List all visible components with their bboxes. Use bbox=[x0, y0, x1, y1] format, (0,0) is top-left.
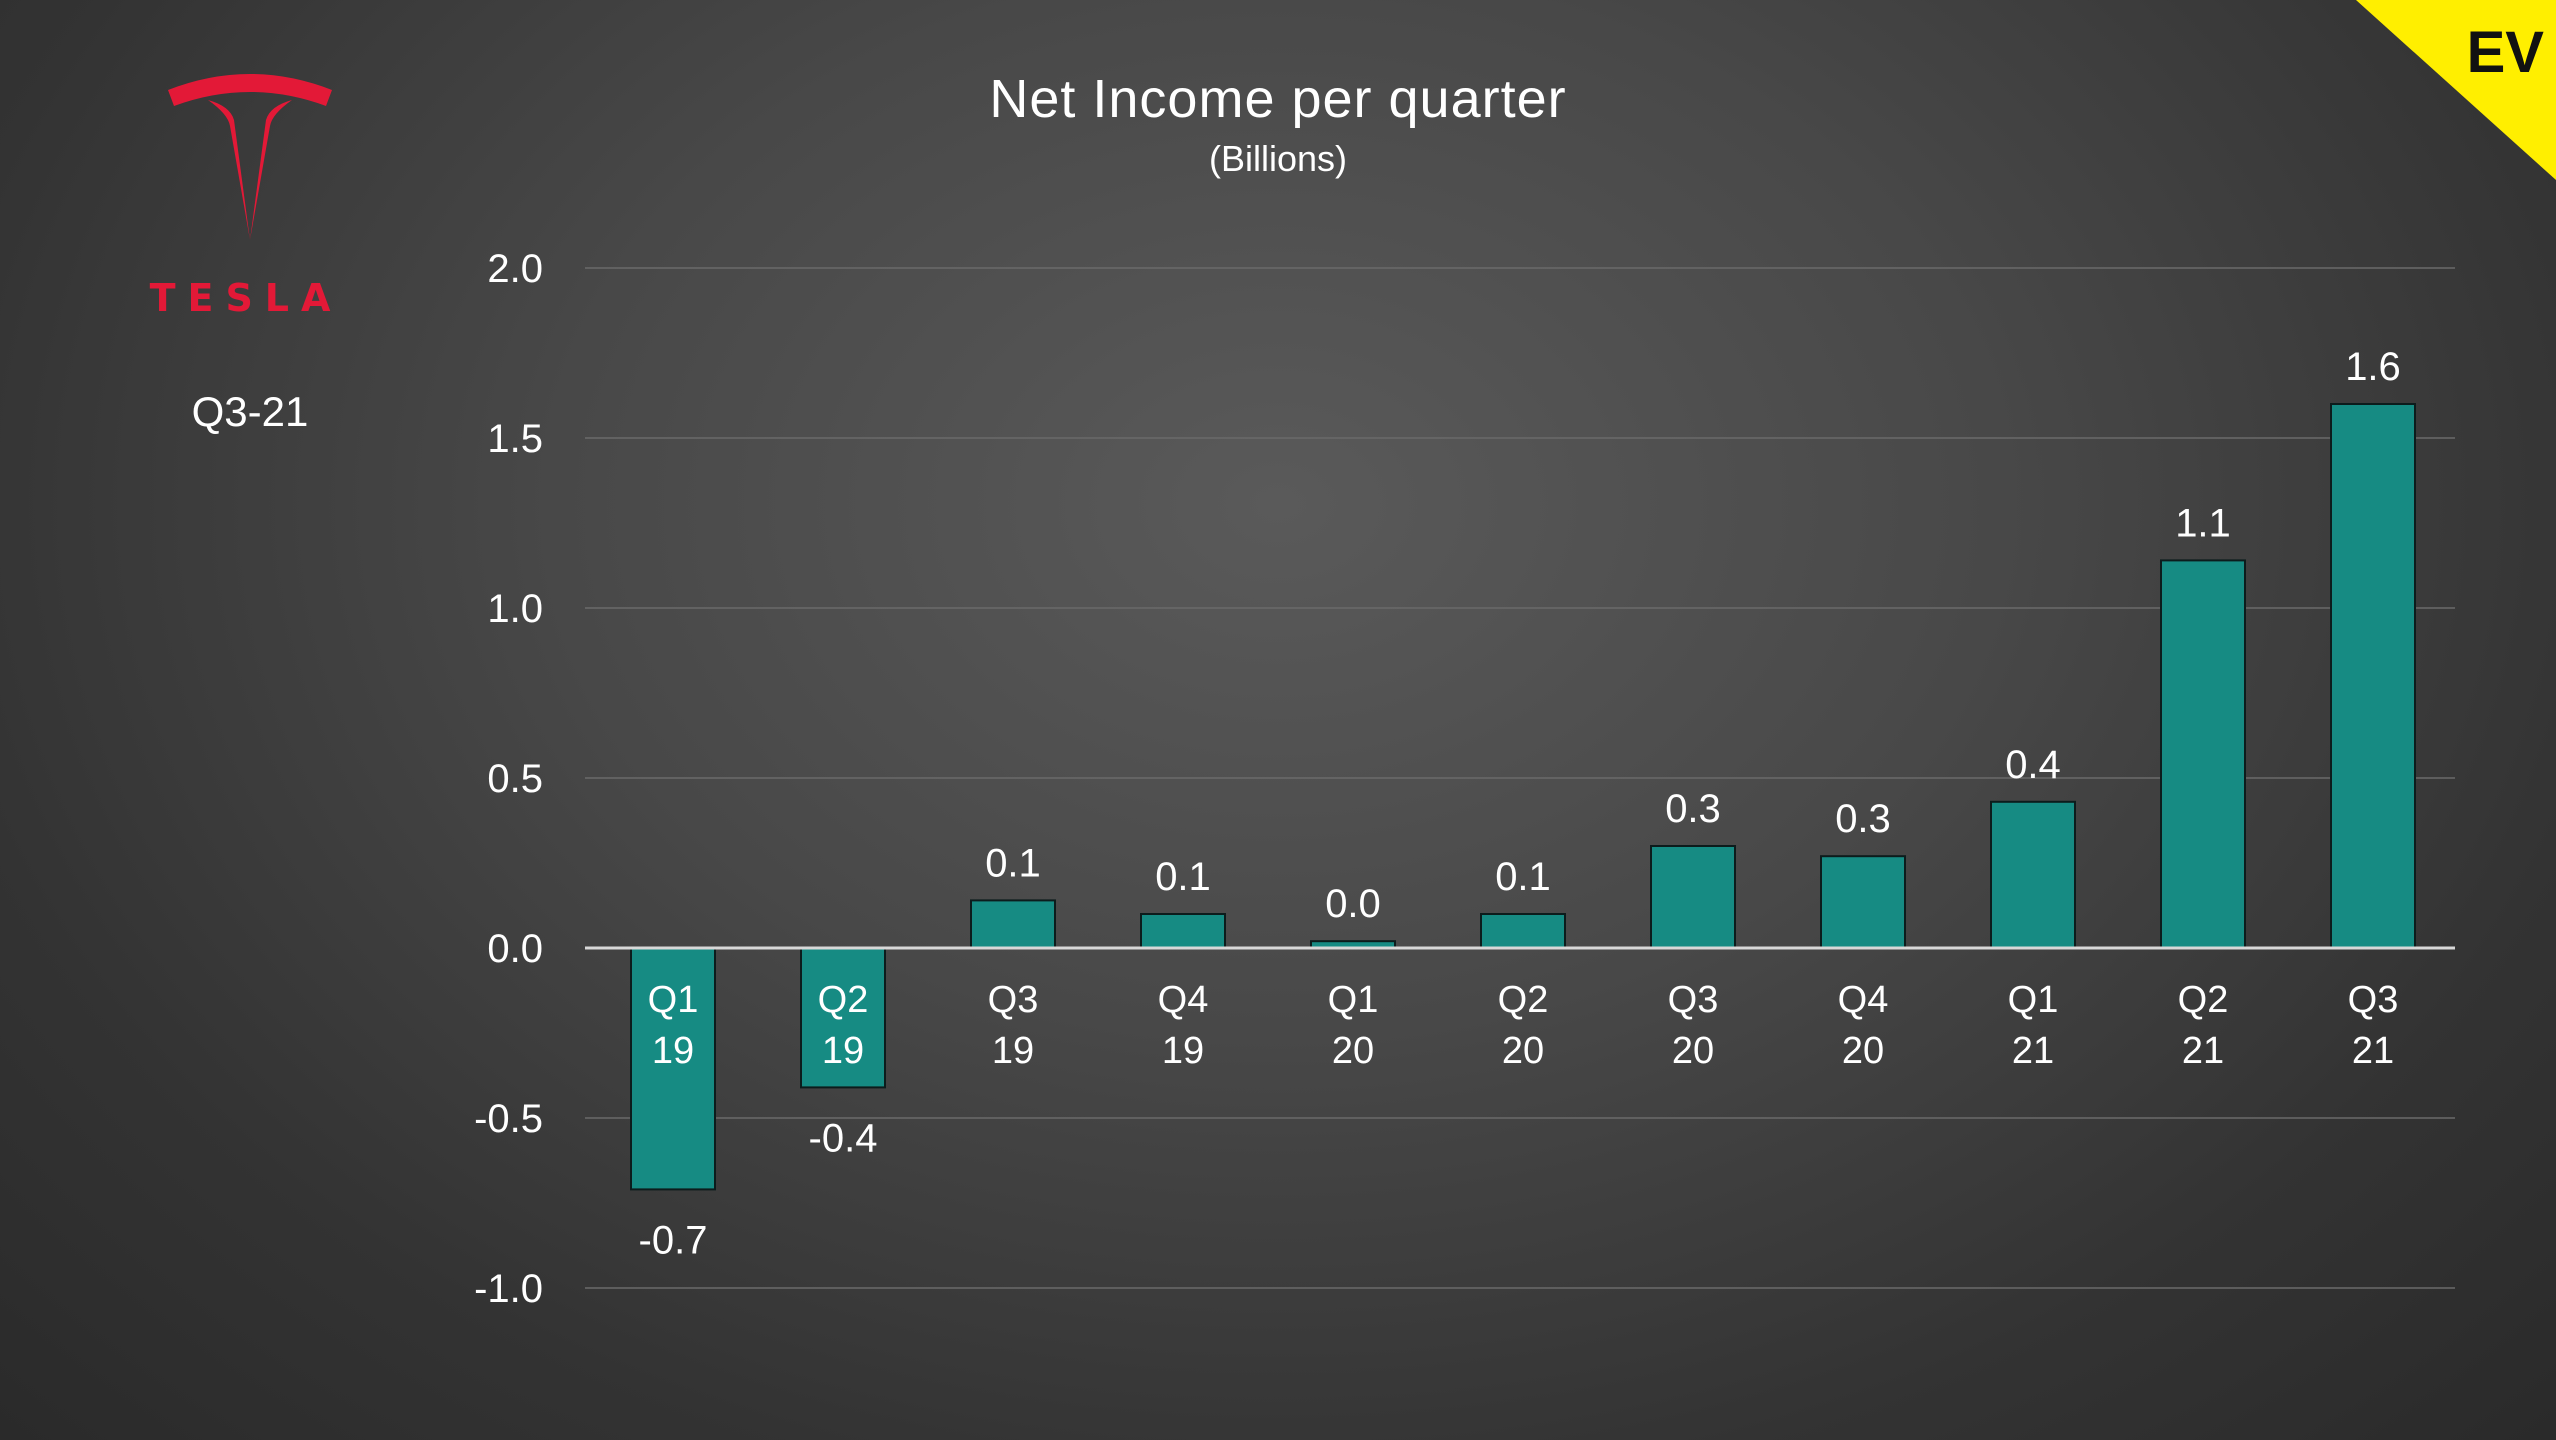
period-label: Q3-21 bbox=[191, 388, 309, 435]
bar bbox=[1820, 855, 1906, 950]
x-tick-label: 19 bbox=[652, 1030, 694, 1072]
x-tick-label: Q2 bbox=[818, 979, 869, 1021]
x-tick-label: 21 bbox=[2352, 1030, 2394, 1072]
bar bbox=[630, 947, 716, 1191]
x-tick-label: Q3 bbox=[2348, 979, 2399, 1021]
x-tick-label: Q2 bbox=[2178, 979, 2229, 1021]
bar bbox=[2330, 403, 2416, 949]
tesla-wordmark: TESLA bbox=[149, 276, 343, 320]
data-label: 0.0 bbox=[1325, 882, 1381, 926]
x-tick-label: Q4 bbox=[1838, 979, 1889, 1021]
x-tick-label: Q2 bbox=[1498, 979, 1549, 1021]
y-tick-label: 1.5 bbox=[487, 417, 543, 461]
x-tick-label: 19 bbox=[992, 1030, 1034, 1072]
data-label: 0.1 bbox=[985, 841, 1041, 885]
x-tick-label: 20 bbox=[1672, 1030, 1714, 1072]
bar bbox=[2160, 559, 2246, 950]
x-tick-label: 19 bbox=[1162, 1030, 1204, 1072]
x-tick-label: 20 bbox=[1332, 1030, 1374, 1072]
x-tick-label: Q1 bbox=[648, 979, 699, 1021]
data-label: 1.6 bbox=[2345, 345, 2401, 389]
tesla-logo-icon bbox=[168, 74, 332, 240]
x-tick-label: Q3 bbox=[1668, 979, 1719, 1021]
x-tick-label: 20 bbox=[1842, 1030, 1884, 1072]
bar bbox=[1480, 913, 1566, 949]
x-tick-label: Q4 bbox=[1158, 979, 1209, 1021]
x-tick-label: 19 bbox=[822, 1030, 864, 1072]
ev-badge-background bbox=[2356, 0, 2556, 180]
bar bbox=[970, 899, 1056, 950]
data-label: 0.4 bbox=[2005, 743, 2061, 787]
y-tick-label: -0.5 bbox=[474, 1097, 543, 1141]
x-tick-label: Q1 bbox=[2008, 979, 2059, 1021]
x-tick-label: Q1 bbox=[1328, 979, 1379, 1021]
bar bbox=[1140, 913, 1226, 949]
ev-badge: EV bbox=[2356, 0, 2556, 180]
chart-subtitle: (Billions) bbox=[1208, 138, 1348, 179]
y-tick-label: 1.0 bbox=[487, 587, 543, 631]
data-label: 0.3 bbox=[1665, 787, 1721, 831]
bar bbox=[1990, 800, 2076, 949]
data-label: -0.7 bbox=[639, 1218, 708, 1262]
data-label: 1.1 bbox=[2175, 501, 2231, 545]
y-tick-label: 0.5 bbox=[487, 757, 543, 801]
y-tick-label: 2.0 bbox=[487, 247, 543, 291]
x-tick-label: Q3 bbox=[988, 979, 1039, 1021]
x-tick-label: 21 bbox=[2182, 1030, 2224, 1072]
x-tick-label: 21 bbox=[2012, 1030, 2054, 1072]
data-label: 0.1 bbox=[1495, 855, 1551, 899]
data-label: 0.1 bbox=[1155, 855, 1211, 899]
chart-title: Net Income per quarter bbox=[989, 69, 1567, 129]
y-tick-label: -1.0 bbox=[474, 1267, 543, 1311]
bar bbox=[800, 947, 886, 1089]
ev-badge-text: EV bbox=[2467, 20, 2545, 85]
data-label: 0.3 bbox=[1835, 797, 1891, 841]
y-tick-label: 0.0 bbox=[487, 927, 543, 971]
data-label: -0.4 bbox=[809, 1116, 878, 1160]
x-tick-label: 20 bbox=[1502, 1030, 1544, 1072]
bar bbox=[1650, 845, 1736, 949]
